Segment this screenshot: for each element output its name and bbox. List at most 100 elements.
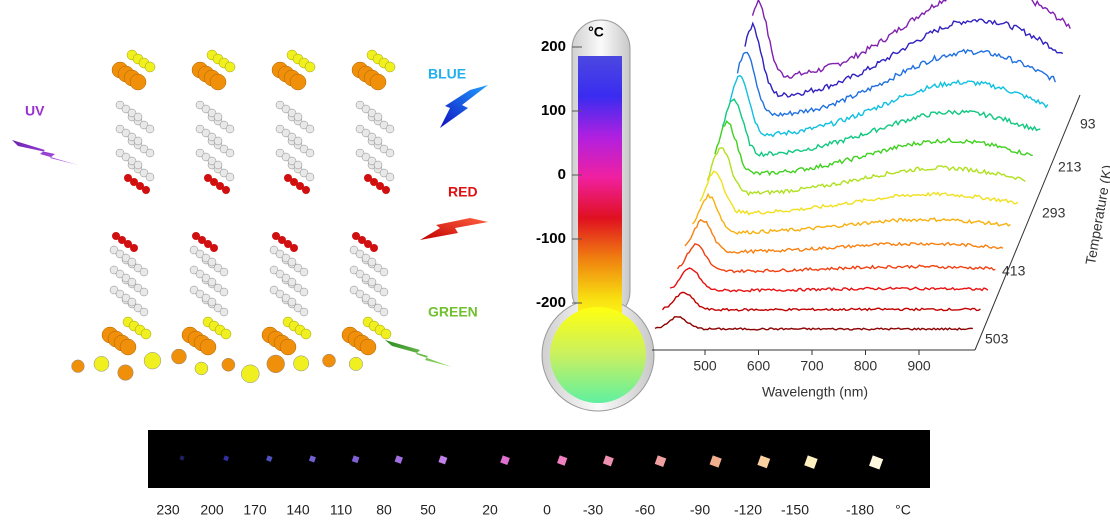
atom [226, 173, 234, 181]
atom [195, 362, 208, 375]
thermometer-tick-label: -200 [536, 294, 566, 311]
atom [134, 113, 142, 121]
green-bolt [385, 340, 452, 367]
atom [305, 62, 315, 72]
strip-label: -90 [690, 502, 710, 518]
uv-bolt [12, 140, 78, 165]
atom [288, 258, 296, 266]
thermometer-tick-label: -100 [536, 230, 566, 247]
spectrum [730, 76, 1048, 137]
strip-label: -60 [635, 502, 655, 518]
atom [200, 339, 216, 355]
atom [226, 149, 234, 157]
atom [208, 258, 216, 266]
atom [134, 137, 142, 145]
atom [374, 113, 382, 121]
strip-label: -180 [846, 502, 874, 518]
atom [306, 149, 314, 157]
atom [380, 288, 388, 296]
atom [118, 365, 134, 381]
strip-label: 140 [286, 502, 310, 518]
strip-label: 0 [543, 502, 551, 518]
spectrum [693, 194, 1011, 234]
strip-label: 80 [376, 502, 392, 518]
atom [386, 173, 394, 181]
spectrum [655, 317, 973, 330]
strip-label: 110 [330, 502, 353, 518]
strip-label: 50 [420, 502, 436, 518]
atom [374, 161, 382, 169]
atom [120, 339, 136, 355]
atom [368, 258, 376, 266]
strip-label: 230 [156, 502, 180, 518]
strip-label: -30 [583, 502, 603, 518]
spectrum [753, 0, 1071, 78]
thermometer-tick-label: 200 [541, 38, 566, 55]
atom [323, 354, 336, 367]
atom [208, 278, 216, 286]
atom [220, 268, 228, 276]
atom [220, 308, 228, 316]
atom [382, 186, 390, 194]
x-tick-label: 900 [907, 358, 931, 374]
z-tick-label: 503 [985, 331, 1009, 347]
atom [144, 352, 161, 369]
strip-label: 170 [243, 502, 267, 518]
atom [306, 173, 314, 181]
x-tick-label: 500 [693, 358, 717, 374]
atom [140, 268, 148, 276]
red-bolt [420, 218, 488, 240]
atom [381, 329, 391, 339]
atom [301, 329, 311, 339]
atom [134, 161, 142, 169]
spectrum [663, 292, 981, 311]
atom [146, 125, 154, 133]
atom [241, 365, 259, 383]
atom [141, 329, 151, 339]
atom [386, 125, 394, 133]
atom [370, 244, 378, 252]
spectra: 50060070080090093213293413503 [652, 0, 1096, 374]
atom [294, 113, 302, 121]
atom [220, 288, 228, 296]
atom [349, 357, 362, 370]
strip-label: 20 [482, 502, 498, 518]
atom [226, 125, 234, 133]
atom [210, 74, 226, 90]
atom [221, 329, 231, 339]
atom [94, 356, 109, 371]
blue-label: BLUE [428, 66, 466, 82]
strip-label: 200 [200, 502, 224, 518]
atom [171, 349, 186, 364]
z-axis [975, 95, 1080, 350]
atom [294, 161, 302, 169]
strip-label: -120 [734, 502, 762, 518]
atom [214, 137, 222, 145]
atom [222, 358, 235, 371]
atom [380, 268, 388, 276]
atom [360, 339, 376, 355]
atom [222, 186, 230, 194]
spectrum [670, 268, 988, 292]
atom [370, 74, 386, 90]
x-tick-label: 700 [800, 358, 824, 374]
atom [386, 149, 394, 157]
atom [385, 62, 395, 72]
atom [267, 355, 285, 373]
atom [208, 298, 216, 306]
atom [290, 244, 298, 252]
x-tick-label: 600 [747, 358, 771, 374]
atom [146, 149, 154, 157]
thermometer-bulb [550, 307, 646, 403]
atom [368, 298, 376, 306]
thermometer-tick-label: 100 [541, 102, 566, 119]
atom [214, 161, 222, 169]
atom [300, 268, 308, 276]
thermometer-column [578, 56, 622, 326]
x-tick-label: 800 [854, 358, 878, 374]
spectrum [738, 50, 1056, 116]
z-tick-label: 213 [1058, 159, 1082, 175]
thermometer-tick-label: 0 [558, 166, 566, 183]
atom [294, 137, 302, 145]
thermometer-unit: °C [588, 24, 604, 40]
